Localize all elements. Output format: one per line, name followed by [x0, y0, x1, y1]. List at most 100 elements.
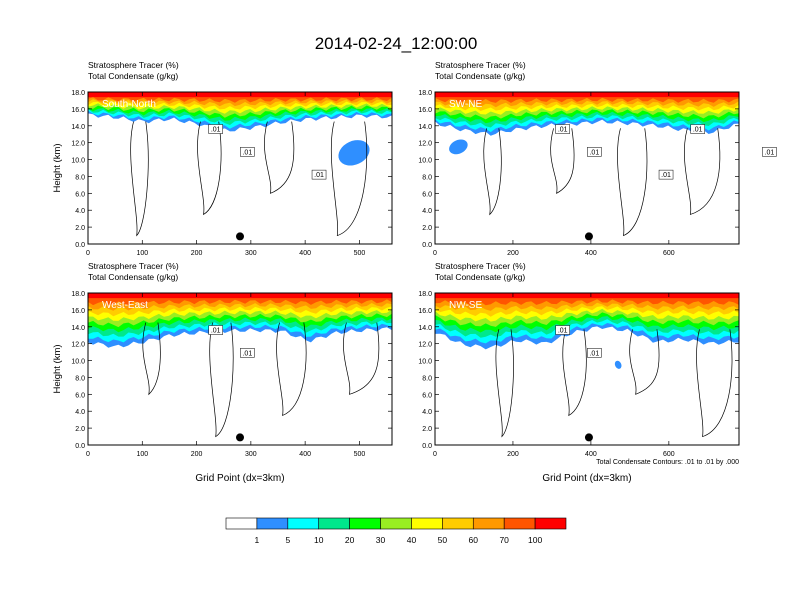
contour-label-box — [240, 348, 255, 358]
condensate-contour — [209, 322, 234, 438]
condensate-contour — [684, 128, 721, 215]
y-tick-label: 0.0 — [75, 443, 85, 450]
y-tick-label: 4.0 — [75, 208, 85, 215]
subtitle-condensate: Total Condensate (g/kg) — [88, 71, 178, 81]
colorbar-swatch — [256, 517, 289, 530]
colorbar-label: 5 — [285, 535, 290, 545]
contour-label-box — [208, 325, 223, 335]
y-tick-label: 18.0 — [71, 291, 85, 298]
plot-area — [435, 293, 739, 438]
x-tick-label: 0 — [433, 250, 437, 257]
subtitle-tracer: Stratosphere Tracer (%) — [435, 261, 526, 271]
y-tick-label: 4.0 — [422, 208, 432, 215]
colorbar-swatch — [318, 517, 350, 530]
x-axis-label: Grid Point (dx=3km) — [542, 473, 631, 484]
y-tick-label: 10.0 — [418, 359, 432, 366]
condensate-contour — [495, 329, 514, 438]
location-marker — [236, 232, 244, 241]
panel-west-east: .01 .01 0.0 2.0 4.0 6.0 8.0 10.0 12.0 14.0 16.0 18.… — [52, 261, 393, 484]
contour-label-box — [587, 348, 602, 358]
plot-area — [88, 92, 392, 237]
x-tick-label: 400 — [299, 250, 311, 257]
y-tick-label: 6.0 — [422, 392, 432, 399]
y-tick-label: 12.0 — [418, 141, 432, 148]
x-tick-label: 300 — [245, 451, 257, 458]
colorbar-label: 70 — [499, 535, 509, 545]
contour-label-box — [555, 325, 570, 335]
colorbar-swatch — [411, 517, 443, 530]
x-tick-label: 500 — [354, 250, 366, 257]
y-tick-label: 0.0 — [422, 443, 432, 450]
x-tick-label: 400 — [585, 451, 597, 458]
x-tick-label: 200 — [507, 250, 519, 257]
x-tick-label: 100 — [136, 451, 148, 458]
y-tick-label: 8.0 — [422, 375, 432, 382]
plot-frame — [87, 292, 393, 446]
condensate-contour — [142, 322, 161, 396]
x-tick-label: 400 — [585, 250, 597, 257]
y-tick-label: 2.0 — [75, 426, 85, 433]
y-tick-label: 2.0 — [422, 426, 432, 433]
y-tick-label: 8.0 — [75, 174, 85, 181]
condensate-contour — [264, 121, 295, 194]
condensate-contour — [696, 329, 733, 438]
plot-area — [435, 92, 739, 237]
panels: .01 .01 .01 0.0 2.0 4.0 6.0 8.0 10.0 12.0 14.0 16.0… — [52, 60, 777, 484]
contour-label: .01 — [661, 172, 671, 179]
y-tick-label: 12.0 — [71, 141, 85, 148]
tracer-blob — [614, 360, 622, 369]
y-tick-label: 14.0 — [71, 124, 85, 131]
contour-label: .01 — [242, 149, 252, 156]
subtitle-condensate: Total Condensate (g/kg) — [88, 272, 178, 282]
location-marker — [584, 232, 593, 241]
y-tick-label: 0.0 — [422, 242, 432, 249]
contour-label-box — [240, 147, 255, 157]
condensate-contour — [276, 322, 307, 417]
y-tick-label: 4.0 — [422, 409, 432, 416]
condensate-contour — [330, 121, 368, 237]
y-tick-label: 12.0 — [71, 342, 85, 349]
plot-area — [88, 293, 392, 438]
contour-label-box — [762, 147, 777, 157]
y-tick-label: 10.0 — [71, 158, 85, 165]
y-tick-label: 16.0 — [71, 308, 85, 315]
colorbar-swatch — [472, 517, 505, 530]
x-tick-label: 300 — [245, 250, 257, 257]
figure-title: 2014-02-24_12:00:00 — [315, 34, 478, 53]
colorbar-swatch — [225, 517, 258, 530]
panel-label: South-North — [102, 99, 156, 110]
y-tick-label: 10.0 — [418, 158, 432, 165]
contour-label-box — [311, 169, 327, 180]
colorbar-label: 40 — [407, 535, 417, 545]
condensate-contour — [483, 128, 502, 216]
y-axis-label: Height (km) — [52, 143, 63, 192]
colorbar-swatch — [503, 517, 536, 530]
y-tick-label: 8.0 — [422, 174, 432, 181]
plot-frame — [434, 292, 740, 446]
y-tick-label: 14.0 — [418, 124, 432, 131]
colorbar-label: 10 — [314, 535, 324, 545]
x-tick-label: 200 — [191, 250, 203, 257]
contour-label: .01 — [242, 350, 252, 357]
panel-sw-ne: .01 .01 .01 .01 .01 0.0 2.0 4.0 6.0 8.0 10.0 12.0 14… — [418, 60, 777, 257]
x-tick-label: 0 — [86, 451, 90, 458]
y-tick-label: 16.0 — [71, 107, 85, 114]
condensate-contour — [550, 128, 575, 194]
tracer-band-10 — [435, 92, 739, 98]
contour-label: .01 — [589, 350, 599, 357]
colorbar-swatch — [287, 517, 320, 530]
tracer-band-10 — [435, 293, 739, 299]
colorbar-label: 1 — [255, 535, 260, 545]
x-tick-label: 600 — [663, 250, 675, 257]
contour-label-box — [690, 124, 705, 134]
contour-label: .01 — [558, 328, 568, 335]
condensate-contour — [562, 329, 587, 417]
y-tick-label: 2.0 — [422, 225, 432, 232]
contour-label: .01 — [314, 172, 324, 179]
contour-label-box — [658, 169, 674, 180]
location-marker — [584, 433, 593, 442]
colorbar-swatch — [380, 517, 412, 530]
subtitle-tracer: Stratosphere Tracer (%) — [88, 261, 179, 271]
contour-label: .01 — [211, 328, 221, 335]
